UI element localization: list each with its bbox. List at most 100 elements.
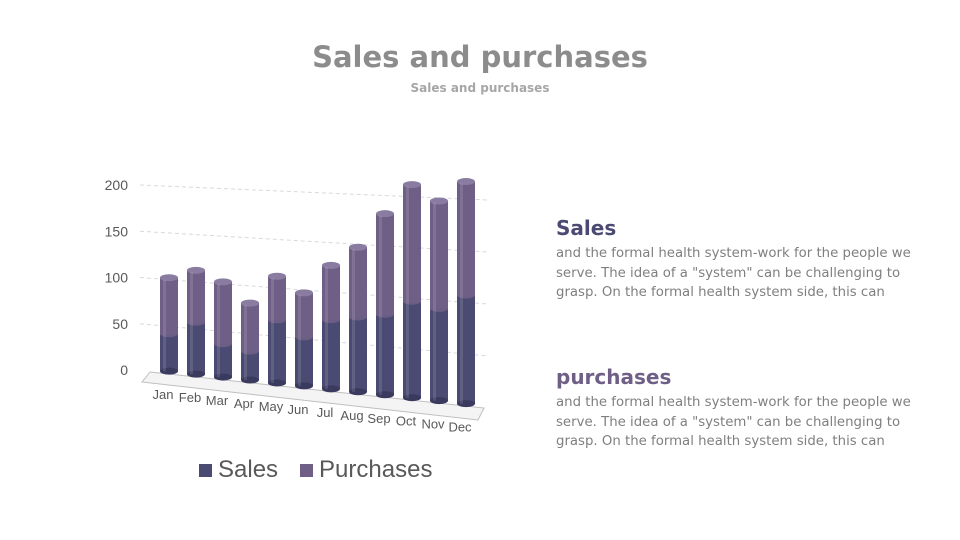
bar-purchases-top-aug — [349, 243, 367, 251]
bar-sales-aug — [349, 317, 367, 392]
bar-purchases-top-feb — [187, 266, 205, 274]
bar-purchases-mar — [214, 281, 232, 344]
bar-sales-base-aug — [349, 388, 367, 396]
page-subtitle: Sales and purchases — [410, 81, 550, 95]
bar-sales-base-mar — [214, 373, 232, 381]
bar-sales-base-apr — [241, 376, 259, 384]
bar-sales-base-sep — [376, 391, 394, 399]
bar-purchases-seam-oct — [403, 297, 421, 305]
bar-purchases-seam-apr — [241, 347, 259, 355]
bar-purchases-seam-jun — [295, 333, 313, 341]
x-tick-label-dec: Dec — [448, 420, 472, 435]
x-tick-label-sep: Sep — [367, 411, 390, 426]
bar-purchases-may — [268, 276, 286, 320]
bar-purchases-oct — [403, 184, 421, 302]
bar-highlight-oct — [406, 186, 409, 398]
sales-text-block: Sales and the formal health system-work … — [556, 216, 936, 303]
bar-purchases-seam-sep — [376, 310, 394, 318]
bar-purchases-top-jan — [160, 274, 178, 282]
chart-legend: Sales Purchases — [199, 456, 454, 484]
purchases-body: and the formal health system-work for th… — [556, 395, 911, 449]
bar-sales-jan — [160, 333, 178, 372]
legend-label-purchases: Purchases — [319, 456, 433, 483]
bar-sales-base-feb — [187, 370, 205, 378]
bar-purchases-top-mar — [214, 278, 232, 286]
bar-sales-base-jun — [295, 382, 313, 390]
bar-purchases-top-jul — [322, 261, 340, 269]
bar-purchases-top-may — [268, 272, 286, 280]
chart-floor — [141, 371, 485, 421]
bar-purchases-top-jun — [295, 289, 313, 297]
sales-body: and the formal health system-work for th… — [556, 246, 911, 300]
bar-purchases-top-dec — [457, 178, 475, 186]
y-tick-label-0: 0 — [120, 362, 128, 378]
x-tick-label-oct: Oct — [396, 414, 417, 429]
bar-purchases-seam-jan — [160, 330, 178, 338]
bar-purchases-nov — [430, 201, 448, 309]
bar-purchases-feb — [187, 270, 205, 323]
bar-highlight-jun — [298, 294, 301, 386]
bar-sales-may — [268, 319, 286, 383]
bar-purchases-apr — [241, 303, 259, 352]
legend-swatch-sales — [199, 463, 212, 477]
bar-purchases-seam-mar — [214, 340, 232, 348]
bar-sales-apr — [241, 351, 259, 381]
x-tick-label-aug: Aug — [340, 408, 363, 423]
bar-highlight-jan — [163, 279, 166, 372]
x-tick-label-may: May — [259, 399, 284, 414]
y-tick-label-150: 150 — [105, 223, 129, 239]
bar-purchases-jul — [322, 265, 340, 320]
bar-highlight-sep — [379, 215, 382, 395]
bar-highlight-feb — [190, 272, 193, 375]
bar-highlight-aug — [352, 249, 355, 392]
legend-item-sales: Sales — [199, 456, 278, 484]
bar-purchases-aug — [349, 247, 367, 318]
bar-sales-sep — [376, 314, 394, 395]
legend-swatch-purchases — [300, 463, 314, 477]
bar-purchases-top-apr — [241, 299, 259, 307]
bar-sales-dec — [457, 295, 475, 404]
bar-sales-oct — [403, 301, 421, 398]
page-title: Sales and purchases — [312, 40, 648, 74]
bar-sales-jun — [295, 336, 313, 386]
y-tick-label-50: 50 — [112, 316, 128, 332]
bar-highlight-may — [271, 278, 274, 383]
bar-sales-feb — [187, 322, 205, 375]
bar-highlight-apr — [244, 305, 247, 381]
bar-purchases-seam-aug — [349, 313, 367, 321]
bar-purchases-seam-feb — [187, 318, 205, 326]
bar-sales-base-may — [268, 379, 286, 387]
bar-purchases-sep — [376, 213, 394, 315]
bar-sales-nov — [430, 308, 448, 401]
bar-purchases-top-oct — [403, 181, 421, 189]
bar-sales-jul — [322, 319, 340, 389]
x-tick-label-nov: Nov — [421, 417, 445, 432]
purchases-heading: purchases — [556, 365, 672, 389]
bar-sales-mar — [214, 343, 232, 378]
x-tick-label-jun: Jun — [288, 402, 309, 417]
bar-highlight-mar — [217, 283, 220, 378]
bar-purchases-jan — [160, 277, 178, 334]
bar-sales-base-jul — [322, 385, 340, 393]
bar-purchases-top-nov — [430, 197, 448, 205]
bar-sales-base-jan — [160, 367, 178, 375]
bar-highlight-jul — [325, 267, 328, 389]
sales-heading: Sales — [556, 216, 617, 240]
x-tick-label-jan: Jan — [153, 387, 174, 402]
bar-highlight-nov — [433, 203, 436, 401]
y-tick-label-100: 100 — [105, 270, 129, 286]
bar-purchases-seam-nov — [430, 305, 448, 313]
gridline-200 — [139, 184, 489, 201]
bar-sales-base-oct — [403, 394, 421, 402]
x-tick-label-mar: Mar — [206, 393, 229, 408]
bar-purchases-seam-dec — [457, 291, 475, 299]
bar-purchases-dec — [457, 181, 475, 296]
x-tick-label-feb: Feb — [179, 390, 201, 405]
x-tick-label-jul: Jul — [317, 405, 334, 420]
bar-purchases-jun — [295, 292, 313, 337]
bar-purchases-seam-jul — [322, 316, 340, 324]
legend-item-purchases: Purchases — [300, 456, 432, 484]
bar-highlight-dec — [460, 183, 463, 404]
bar-purchases-seam-may — [268, 316, 286, 324]
